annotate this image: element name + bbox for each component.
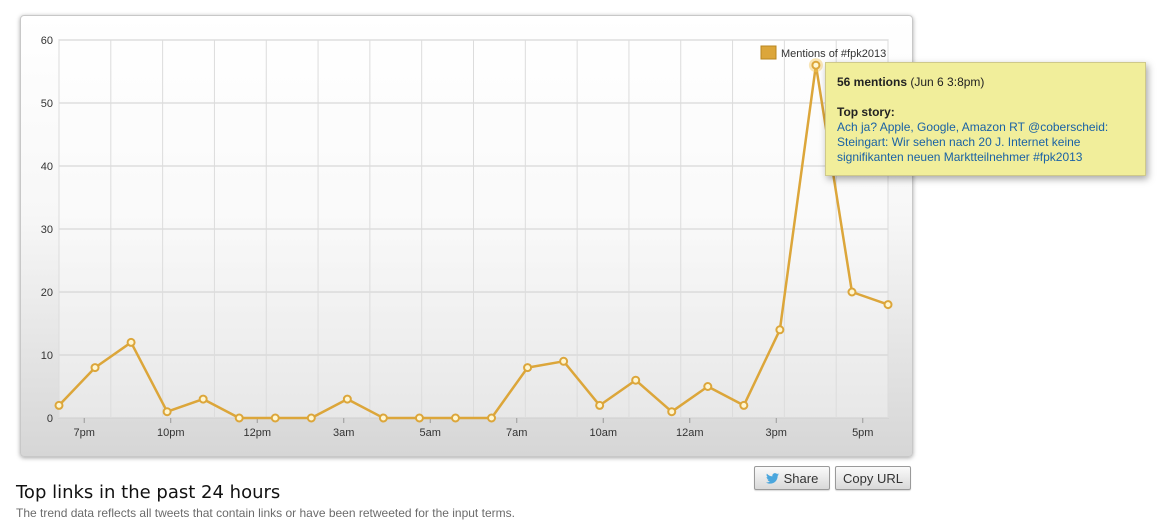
data-point — [739, 400, 749, 410]
tooltip-header: 56 mentions (Jun 6 3:8pm) — [837, 75, 1135, 90]
twitter-bird-icon — [765, 472, 779, 484]
data-point — [703, 382, 713, 391]
data-point — [90, 363, 100, 373]
series-line — [58, 63, 889, 420]
x-tick-label: 10pm — [157, 427, 185, 439]
mentions-line-chart: 0 10 20 30 40 50 60 7pm 10pm 12pm 3am 5am 7am 10am 12a… — [41, 35, 893, 439]
y-tick-label: 40 — [41, 161, 53, 173]
x-tick-label: 7pm — [74, 427, 95, 439]
data-point — [54, 400, 64, 410]
data-point — [414, 413, 424, 423]
legend-label: Mentions of #fpk2013 — [781, 48, 886, 60]
data-point — [450, 413, 460, 423]
data-point — [126, 337, 136, 347]
x-tick-label: 5am — [420, 427, 441, 439]
data-point — [523, 363, 533, 373]
data-point — [306, 413, 316, 423]
y-tick-label: 30 — [41, 224, 53, 236]
y-tick-label: 60 — [41, 35, 53, 47]
data-point — [342, 394, 352, 404]
data-point — [631, 375, 641, 385]
tooltip-time: (Jun 6 3:8pm) — [910, 75, 985, 89]
chart-panel: 0 10 20 30 40 50 60 7pm 10pm 12pm 3am 5am 7am 10am 12a… — [20, 15, 913, 457]
data-point — [162, 407, 172, 417]
share-button[interactable]: Share — [754, 466, 830, 490]
tooltip-count: 56 mentions — [837, 75, 908, 89]
data-point — [667, 407, 677, 417]
x-tick-label: 12am — [676, 427, 704, 439]
x-tick-label: 12pm — [243, 427, 271, 439]
tooltip-story-title: Top story: — [837, 105, 895, 119]
copy-url-button[interactable]: Copy URL — [835, 466, 911, 490]
y-tick-label: 50 — [41, 98, 53, 110]
data-point — [559, 356, 569, 366]
share-button-label: Share — [783, 470, 819, 486]
data-point — [847, 287, 857, 297]
legend-swatch — [760, 45, 777, 60]
x-tick-label: 10am — [589, 427, 617, 439]
x-tick-label: 3pm — [766, 427, 787, 439]
data-point — [775, 325, 785, 335]
data-point — [595, 400, 605, 410]
tooltip-story-link[interactable]: Ach ja? Apple, Google, Amazon RT @cobers… — [837, 120, 1109, 164]
data-point — [883, 300, 893, 310]
copy-url-button-label: Copy URL — [843, 470, 903, 486]
y-tick-label: 20 — [41, 287, 53, 299]
section-title: Top links in the past 24 hours — [16, 482, 281, 503]
x-tick-label: 3am — [333, 427, 354, 439]
x-tick-label: 5pm — [852, 427, 873, 439]
section-subtitle: The trend data reflects all tweets that … — [16, 506, 515, 520]
y-tick-label: 0 — [47, 413, 53, 425]
data-point — [198, 394, 208, 404]
data-point — [811, 60, 821, 70]
x-tick-label: 7am — [506, 427, 527, 439]
data-point — [487, 413, 497, 423]
y-tick-label: 10 — [41, 350, 53, 362]
data-point — [270, 413, 280, 423]
chart-tooltip: 56 mentions (Jun 6 3:8pm) Top story: Ach… — [825, 62, 1146, 176]
data-point — [378, 413, 388, 423]
data-point — [234, 413, 244, 423]
